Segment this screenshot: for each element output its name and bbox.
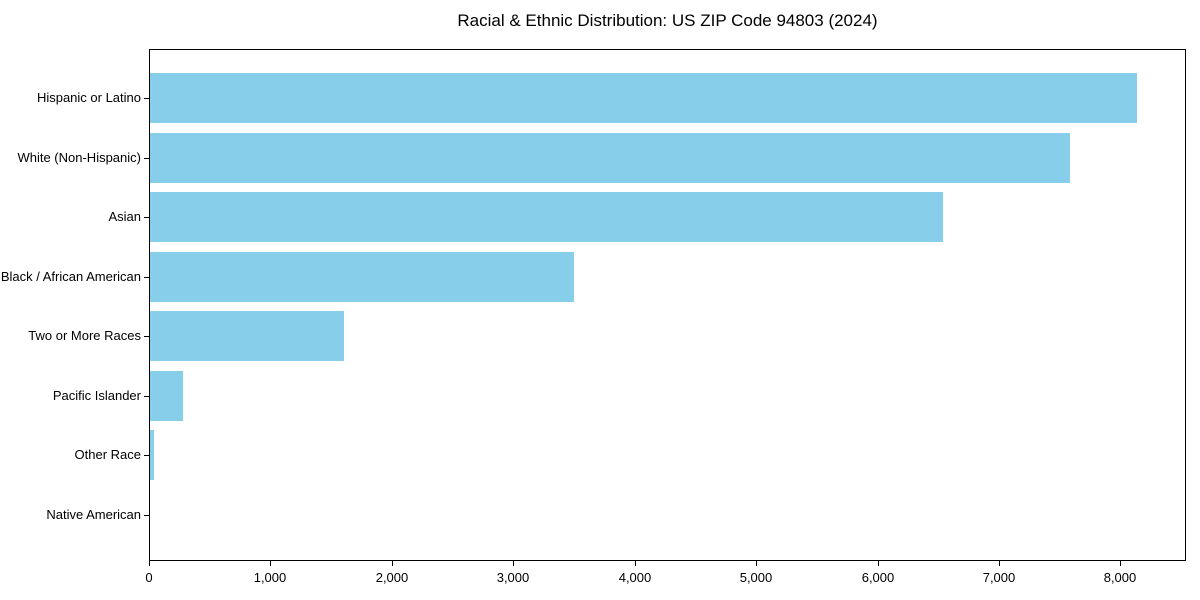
x-tick-label: 1,000 bbox=[253, 570, 287, 585]
bar bbox=[150, 371, 183, 421]
x-tick-mark bbox=[149, 561, 150, 566]
y-tick-label: Pacific Islander bbox=[52, 388, 141, 403]
y-tick-label: Native American bbox=[46, 507, 141, 522]
y-tick-mark bbox=[144, 277, 149, 278]
chart-title: Racial & Ethnic Distribution: US ZIP Cod… bbox=[457, 11, 878, 30]
bar bbox=[150, 133, 1070, 183]
x-tick-label: 7,000 bbox=[982, 570, 1016, 585]
y-tick-mark bbox=[144, 396, 149, 397]
y-tick-label: Black / African American bbox=[0, 269, 141, 284]
bar bbox=[150, 252, 574, 302]
y-tick-label: White (Non-Hispanic) bbox=[17, 150, 141, 165]
y-tick-label: Asian bbox=[108, 209, 141, 224]
x-tick-mark bbox=[513, 561, 514, 566]
x-tick-mark bbox=[999, 561, 1000, 566]
x-tick-mark bbox=[392, 561, 393, 566]
x-tick-mark bbox=[878, 561, 879, 566]
x-tick-label: 6,000 bbox=[861, 570, 895, 585]
x-tick-label: 3,000 bbox=[496, 570, 530, 585]
bar bbox=[150, 311, 344, 361]
y-tick-label: Other Race bbox=[74, 447, 141, 462]
x-tick-label: 2,000 bbox=[375, 570, 409, 585]
y-tick-mark bbox=[144, 336, 149, 337]
y-tick-label: Two or More Races bbox=[28, 328, 141, 343]
bar bbox=[150, 430, 154, 480]
x-tick-mark bbox=[270, 561, 271, 566]
x-tick-mark bbox=[1120, 561, 1121, 566]
x-tick-label: 0 bbox=[145, 570, 153, 585]
x-tick-label: 8,000 bbox=[1103, 570, 1137, 585]
y-tick-mark bbox=[144, 455, 149, 456]
x-tick-mark bbox=[756, 561, 757, 566]
y-tick-mark bbox=[144, 98, 149, 99]
plot-area bbox=[149, 49, 1186, 561]
bar bbox=[150, 73, 1137, 123]
bar bbox=[150, 192, 943, 242]
x-tick-label: 5,000 bbox=[739, 570, 773, 585]
y-tick-label: Hispanic or Latino bbox=[36, 90, 141, 105]
x-tick-label: 4,000 bbox=[618, 570, 652, 585]
x-tick-mark bbox=[635, 561, 636, 566]
y-tick-mark bbox=[144, 515, 149, 516]
y-tick-mark bbox=[144, 217, 149, 218]
y-tick-mark bbox=[144, 158, 149, 159]
